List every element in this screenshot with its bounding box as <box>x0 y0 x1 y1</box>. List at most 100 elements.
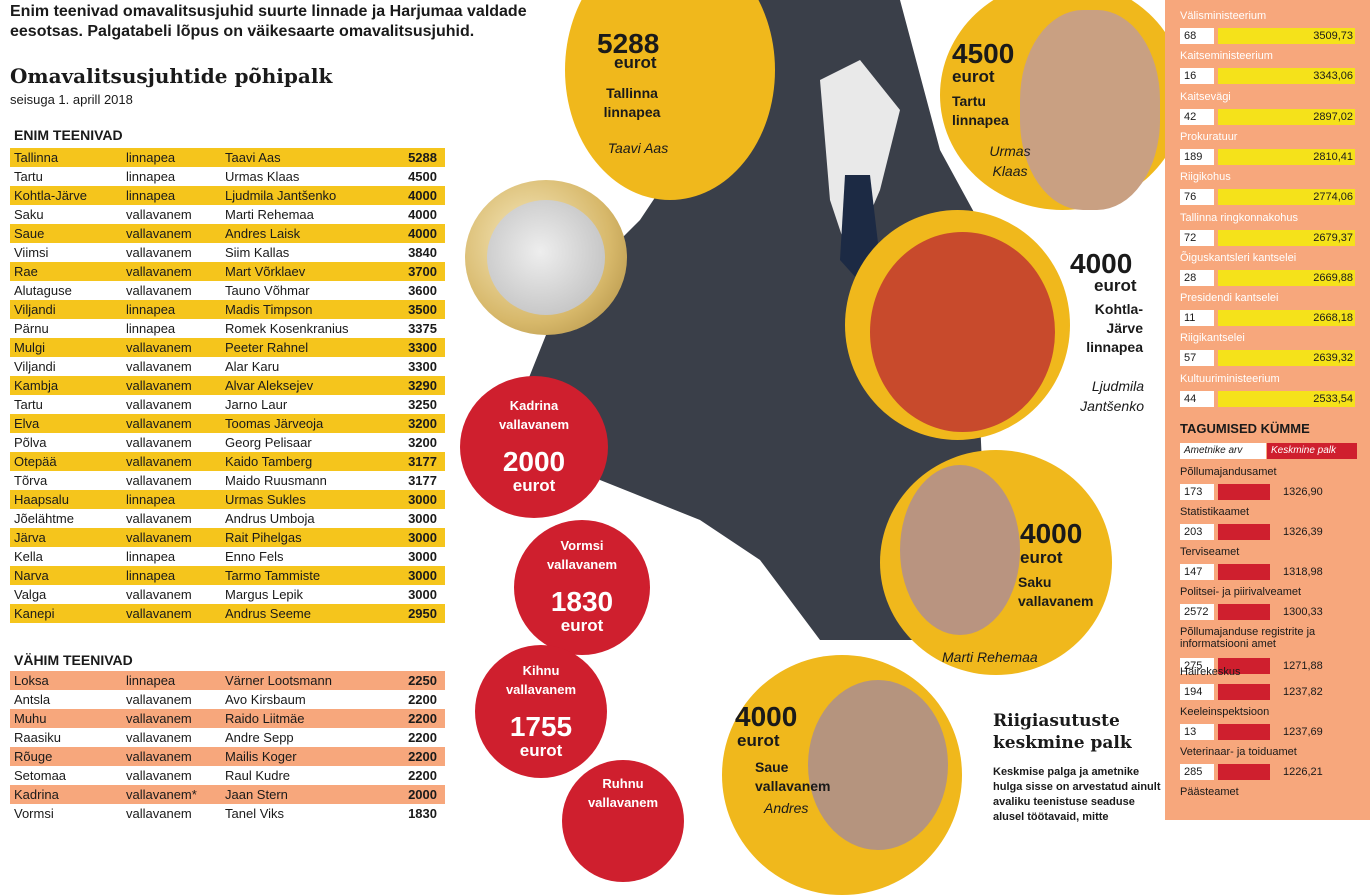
agency-salary: 1326,90 <box>1283 486 1323 498</box>
saue-role: Saue vallavanem <box>755 759 831 794</box>
euro-coin-icon <box>465 180 627 335</box>
agency-salary: 2774,06 <box>1218 189 1355 206</box>
agency-salary: 2533,54 <box>1218 390 1355 407</box>
salary-bar <box>1218 484 1270 500</box>
municipality-cell: Viljandi <box>10 300 122 319</box>
position-cell: vallavanem <box>126 283 192 298</box>
agency-salary: 3509,73 <box>1218 28 1355 44</box>
tartu-name: Urmas Klaas <box>989 143 1031 179</box>
municipality-cell: Järva <box>10 528 122 547</box>
position-cell: vallavanem <box>122 224 221 243</box>
agency-count: 194 <box>1180 684 1214 700</box>
agency-name: Riigikohus <box>1180 171 1231 184</box>
agency-name: Tallinna ringkonnakohus <box>1180 211 1299 224</box>
municipality-cell: Tartu <box>14 397 43 412</box>
position-cell: vallavanem <box>126 359 192 374</box>
position-cell: vallavanem <box>122 376 221 395</box>
agency-salary: 1271,88 <box>1283 660 1323 672</box>
table-row: Pärnu linnapea Romek Kosenkranius 3375 <box>10 319 445 338</box>
table-row: Põlva vallavanem Georg Pelisaar 3200 <box>10 433 445 452</box>
salary-bar <box>1218 684 1270 700</box>
vormsi-amount: 1830 <box>550 586 614 617</box>
saue-mayor-photo <box>808 680 948 850</box>
name-cell: Mailis Koger <box>221 747 395 766</box>
table-row: Narva linnapea Tarmo Tammiste 3000 <box>10 566 445 585</box>
note-text: Keskmise palga ja ametnike hulga sisse o… <box>993 766 1161 823</box>
name-cell: Raul Kudre <box>225 768 291 783</box>
municipality-cell: Alutaguse <box>14 283 72 298</box>
table-row: Valga vallavanem Margus Lepik 3000 <box>10 585 445 604</box>
agency-salary: 2810,41 <box>1218 148 1355 165</box>
name-cell: Taavi Aas <box>221 148 395 167</box>
tallinn-name: Taavi Aas <box>607 140 669 156</box>
agency-name: Põllumajandusamet <box>1180 466 1277 478</box>
municipality-cell: Kohtla-Järve <box>10 186 122 205</box>
table-row: Alutaguse vallavanem Tauno Võhmar 3600 <box>10 281 445 300</box>
circle-kadrina: Kadrina vallavanem 2000 eurot <box>460 376 608 518</box>
salary-cell: 3840 <box>408 245 437 260</box>
table-row: Haapsalu linnapea Urmas Sukles 3000 <box>10 490 445 509</box>
municipality-cell: Saku <box>14 207 44 222</box>
municipality-cell: Narva <box>10 566 122 585</box>
name-cell: Romek Kosenkranius <box>225 321 349 336</box>
agency-count: 28 <box>1180 269 1214 286</box>
position-cell: vallavanem <box>122 709 221 728</box>
table-row: Mulgi vallavanem Peeter Rahnel 3300 <box>10 338 445 357</box>
table-row: Kanepi vallavanem Andrus Seeme 2950 <box>10 604 445 623</box>
name-cell: Alvar Aleksejev <box>221 376 395 395</box>
tallinn-amount: 5288 <box>597 28 660 59</box>
agency-count: 2572 <box>1180 604 1214 620</box>
agency-name: Välisministeerium <box>1180 10 1267 22</box>
saku-unit: eurot <box>1020 548 1063 567</box>
salary-cell: 3700 <box>395 262 445 281</box>
top-earners-table: Tallinna linnapea Taavi Aas 5288 Tartu linnap… <box>10 148 445 623</box>
agency-salary: 2669,88 <box>1218 269 1355 286</box>
name-cell: Toomas Järveoja <box>221 414 395 433</box>
municipality-cell: Viljandi <box>14 359 56 374</box>
name-cell: Georg Pelisaar <box>225 435 312 450</box>
legend-count: Ametnike arv <box>1180 443 1266 459</box>
agency-name: Veterinaar- ja toiduamet <box>1180 746 1297 758</box>
name-cell: Tauno Võhmar <box>225 283 310 298</box>
position-cell: vallavanem <box>122 262 221 281</box>
table-row: Antsla vallavanem Avo Kirsbaum 2200 <box>10 690 445 709</box>
table-row: Järva vallavanem Rait Pihelgas 3000 <box>10 528 445 547</box>
kadrina-amount: 2000 <box>502 446 566 477</box>
salary-cell: 3500 <box>395 300 445 319</box>
tartu-unit: eurot <box>952 67 995 86</box>
position-cell: vallavanem <box>126 397 192 412</box>
position-cell: linnapea <box>122 490 221 509</box>
salary-cell: 3000 <box>395 566 445 585</box>
name-cell: Madis Timpson <box>221 300 395 319</box>
position-cell: vallavanem <box>126 245 192 260</box>
name-cell: Siim Kallas <box>225 245 290 260</box>
agency-name: Prokuratuur <box>1180 130 1238 143</box>
position-cell: vallavanem <box>126 511 192 526</box>
vormsi-role: Vormsi vallavanem <box>546 538 618 572</box>
agency-salary: 2897,02 <box>1218 108 1355 125</box>
agency-count: 68 <box>1180 28 1214 44</box>
salary-bar <box>1218 564 1270 580</box>
table-row: Saue vallavanem Andres Laisk 4000 <box>10 224 445 243</box>
agency-count: 44 <box>1180 390 1214 407</box>
circle-tallinn <box>565 0 775 200</box>
salary-cell: 2200 <box>408 768 437 783</box>
table-row: Viljandi vallavanem Alar Karu 3300 <box>10 357 445 376</box>
bottom-ten-title: TAGUMISED KÜMME <box>1180 421 1310 436</box>
top-section-heading: ENIM TEENIVAD <box>14 127 123 143</box>
salary-cell: 3000 <box>395 490 445 509</box>
table-row: Viimsi vallavanem Siim Kallas 3840 <box>10 243 445 262</box>
municipality-cell: Raasiku <box>14 730 61 745</box>
agency-salary: 2668,18 <box>1218 310 1355 327</box>
salary-cell: 3300 <box>395 338 445 357</box>
salary-cell: 4000 <box>395 224 445 243</box>
municipality-cell: Vormsi <box>14 806 54 821</box>
kihnu-unit: eurot <box>519 741 563 760</box>
name-cell: Värner Lootsmann <box>221 671 395 690</box>
kihnu-amount: 1755 <box>509 711 573 742</box>
agency-name: Päästeamet <box>1180 786 1239 798</box>
agency-salary: 2679,37 <box>1218 229 1355 246</box>
salary-bar <box>1218 604 1270 620</box>
position-cell: linnapea <box>122 671 221 690</box>
municipality-cell: Tallinna <box>10 148 122 167</box>
